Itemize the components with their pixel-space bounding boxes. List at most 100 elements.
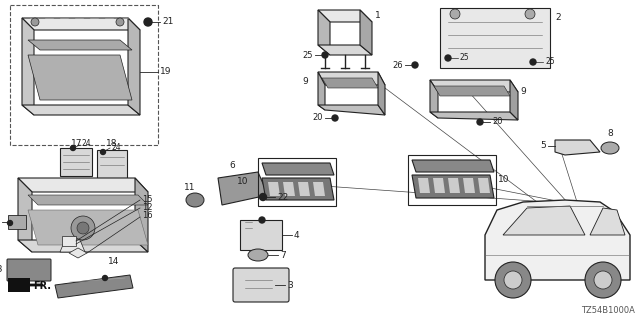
Text: 20: 20	[492, 117, 502, 126]
Text: 6: 6	[229, 161, 235, 170]
Ellipse shape	[601, 142, 619, 154]
Polygon shape	[590, 208, 625, 235]
Polygon shape	[418, 178, 430, 193]
Bar	[8, 215, 26, 229]
Polygon shape	[28, 40, 132, 50]
Circle shape	[477, 119, 483, 125]
FancyBboxPatch shape	[233, 268, 289, 302]
Polygon shape	[434, 86, 510, 96]
Polygon shape	[510, 80, 518, 120]
Text: 24: 24	[81, 140, 91, 148]
Text: 17: 17	[71, 139, 83, 148]
Text: 12: 12	[142, 203, 152, 212]
Circle shape	[585, 262, 621, 298]
Circle shape	[71, 216, 95, 240]
Circle shape	[525, 9, 535, 19]
Polygon shape	[18, 178, 148, 192]
Text: 4: 4	[294, 230, 300, 239]
Polygon shape	[298, 182, 310, 196]
Text: 15: 15	[142, 195, 152, 204]
Polygon shape	[128, 18, 140, 115]
Circle shape	[100, 149, 106, 155]
Text: 1: 1	[375, 11, 381, 20]
Polygon shape	[22, 18, 140, 30]
Text: 21: 21	[162, 18, 173, 27]
Polygon shape	[503, 206, 585, 235]
Text: 8: 8	[607, 129, 613, 138]
Text: 2: 2	[555, 13, 561, 22]
Circle shape	[530, 59, 536, 65]
Circle shape	[594, 271, 612, 289]
Polygon shape	[478, 178, 490, 193]
Polygon shape	[463, 178, 475, 193]
Polygon shape	[283, 182, 295, 196]
Text: 5: 5	[540, 141, 546, 150]
Circle shape	[259, 194, 266, 201]
Circle shape	[495, 262, 531, 298]
Polygon shape	[218, 172, 268, 205]
Text: FR.: FR.	[33, 281, 51, 291]
Polygon shape	[318, 72, 325, 110]
Bar	[258, 158, 336, 206]
Circle shape	[144, 18, 152, 26]
Circle shape	[259, 217, 265, 223]
Circle shape	[31, 18, 39, 26]
Ellipse shape	[186, 193, 204, 207]
Bar	[10, 5, 158, 145]
Circle shape	[445, 55, 451, 61]
Polygon shape	[313, 182, 325, 196]
Polygon shape	[448, 178, 460, 193]
Circle shape	[102, 276, 108, 281]
Polygon shape	[262, 163, 334, 175]
Polygon shape	[555, 140, 600, 155]
Polygon shape	[378, 72, 385, 115]
Circle shape	[70, 146, 76, 150]
Polygon shape	[318, 10, 330, 55]
Polygon shape	[318, 10, 372, 22]
Polygon shape	[22, 105, 140, 115]
Text: 9: 9	[520, 87, 525, 97]
Text: 16: 16	[142, 212, 152, 220]
Polygon shape	[18, 240, 148, 252]
Circle shape	[504, 271, 522, 289]
Text: 25: 25	[303, 51, 313, 60]
Bar	[60, 148, 92, 176]
Text: 14: 14	[108, 258, 120, 267]
Bar	[97, 150, 127, 178]
Text: 25: 25	[460, 53, 470, 62]
Circle shape	[450, 9, 460, 19]
Polygon shape	[69, 248, 87, 258]
Text: 10: 10	[498, 175, 509, 185]
Polygon shape	[135, 178, 148, 252]
Text: 20: 20	[312, 114, 323, 123]
Bar	[408, 155, 496, 205]
Polygon shape	[268, 182, 280, 196]
Circle shape	[322, 52, 328, 58]
Polygon shape	[433, 178, 445, 193]
Text: 3: 3	[287, 281, 292, 290]
Polygon shape	[60, 240, 85, 252]
Circle shape	[332, 115, 338, 121]
FancyBboxPatch shape	[7, 259, 51, 281]
Polygon shape	[318, 72, 385, 85]
Polygon shape	[8, 278, 30, 292]
Bar	[62, 236, 76, 246]
Text: 18: 18	[106, 139, 118, 148]
Polygon shape	[28, 55, 132, 100]
Polygon shape	[430, 80, 518, 92]
Text: 22: 22	[277, 193, 288, 202]
Polygon shape	[430, 112, 518, 120]
Text: 11: 11	[184, 183, 196, 193]
Text: 13: 13	[0, 266, 3, 275]
Polygon shape	[322, 78, 378, 88]
Polygon shape	[430, 80, 438, 118]
Text: 26: 26	[392, 60, 403, 69]
Circle shape	[8, 220, 13, 226]
Text: 24: 24	[111, 142, 120, 151]
Bar	[440, 8, 550, 68]
Polygon shape	[360, 10, 372, 55]
Polygon shape	[22, 18, 34, 115]
Text: 25: 25	[545, 58, 555, 67]
Polygon shape	[412, 160, 494, 172]
Polygon shape	[485, 200, 630, 280]
